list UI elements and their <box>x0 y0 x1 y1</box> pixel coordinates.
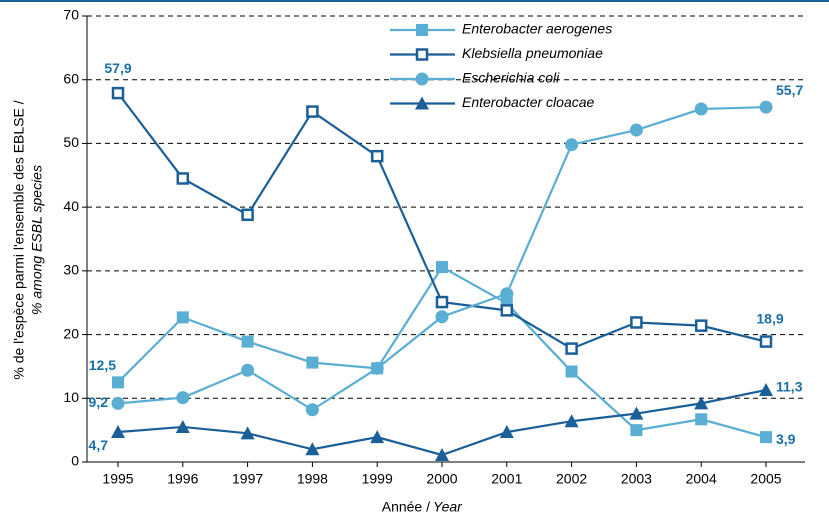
series-line <box>117 265 767 439</box>
marker <box>500 287 514 301</box>
x-axis-label: Année / <box>382 499 430 515</box>
marker <box>111 396 125 410</box>
series-line <box>117 106 767 412</box>
data-label: 12,5 <box>89 357 116 373</box>
legend-label: Klebsiella pneumoniae <box>462 45 603 61</box>
marker <box>694 102 708 116</box>
marker <box>415 72 429 86</box>
data-label: 57,9 <box>104 60 131 76</box>
marker <box>694 396 709 410</box>
marker <box>305 403 319 417</box>
y-tick-label: 70 <box>63 7 79 23</box>
top-border <box>0 0 829 2</box>
marker <box>435 310 449 324</box>
x-tick-label: 2005 <box>750 471 781 487</box>
marker <box>435 447 449 461</box>
marker <box>416 24 428 36</box>
legend-label: Enterobacter aerogenes <box>462 21 612 37</box>
y-tick-label: 40 <box>63 198 79 214</box>
data-label: 4,7 <box>89 437 109 453</box>
marker <box>564 414 579 428</box>
marker <box>499 425 514 439</box>
marker <box>176 391 190 405</box>
marker <box>565 365 578 378</box>
marker <box>241 335 254 348</box>
marker <box>176 172 190 185</box>
y-tick-label: 0 <box>71 453 79 469</box>
marker <box>176 311 189 324</box>
marker <box>630 424 643 437</box>
marker <box>175 419 190 433</box>
marker <box>629 123 643 137</box>
x-tick-label: 1995 <box>102 471 133 487</box>
x-tick-label: 1997 <box>232 471 263 487</box>
marker <box>436 261 448 274</box>
data-label: 3,9 <box>776 431 796 447</box>
series-line <box>117 388 767 457</box>
marker <box>370 149 384 163</box>
marker <box>500 304 514 317</box>
y-tick-label: 50 <box>63 134 79 150</box>
x-axis-label-en: Year <box>433 499 463 515</box>
data-label: 55,7 <box>776 82 803 98</box>
y-tick-label: 10 <box>63 389 79 405</box>
marker <box>694 319 708 332</box>
marker <box>435 295 449 309</box>
y-axis-label: % de l'espèce parmi l'ensemble des EBLSE… <box>11 100 27 379</box>
marker <box>415 48 429 61</box>
marker <box>759 383 773 397</box>
x-tick-label: 1996 <box>167 471 198 487</box>
marker <box>240 426 255 440</box>
marker <box>112 376 124 389</box>
marker <box>305 442 320 456</box>
marker <box>241 363 255 377</box>
x-tick-label: 2003 <box>621 471 652 487</box>
y-tick-label: 20 <box>63 325 79 341</box>
x-tick-label: 2004 <box>686 471 717 487</box>
marker <box>306 356 319 369</box>
marker <box>306 105 319 118</box>
x-tick-label: 2002 <box>556 471 587 487</box>
marker <box>759 100 773 114</box>
y-axis-label-en: % among ESBL species <box>29 165 45 315</box>
x-tick-label: 2001 <box>491 471 522 487</box>
x-tick-label: 1998 <box>297 471 328 487</box>
data-label: 11,3 <box>776 379 803 395</box>
marker <box>759 335 773 348</box>
marker <box>565 342 578 355</box>
marker <box>760 431 772 444</box>
marker <box>629 406 644 420</box>
legend-label: Enterobacter cloacae <box>462 94 595 110</box>
x-tick-label: 1999 <box>362 471 393 487</box>
marker <box>695 413 708 426</box>
marker <box>370 361 384 375</box>
marker <box>630 316 643 329</box>
marker <box>111 425 125 439</box>
x-tick-label: 2000 <box>426 471 457 487</box>
legend-label: Escherichia coli <box>462 70 560 86</box>
marker <box>241 208 254 222</box>
marker <box>370 430 385 444</box>
marker <box>111 86 125 100</box>
marker <box>565 138 579 152</box>
data-label: 18,9 <box>756 310 783 326</box>
marker <box>415 96 429 110</box>
y-tick-label: 60 <box>63 70 79 86</box>
y-tick-label: 30 <box>63 262 79 278</box>
data-label: 9,2 <box>89 394 109 410</box>
